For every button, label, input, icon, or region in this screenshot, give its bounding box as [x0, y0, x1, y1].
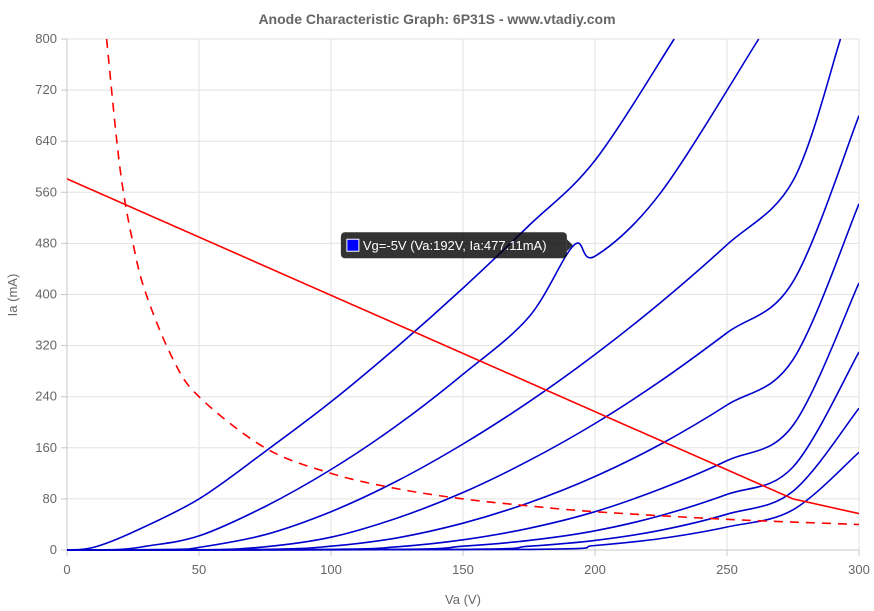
x-axis-title: Va (V) — [445, 592, 481, 607]
series-line-2 — [67, 38, 842, 551]
y-tick-label: 480 — [35, 235, 57, 250]
x-tick-label: 100 — [320, 562, 342, 577]
x-tick-label: 150 — [452, 562, 474, 577]
x-tick-label: 50 — [192, 562, 206, 577]
y-tick-label: 80 — [43, 491, 57, 506]
series-layer — [67, 38, 859, 551]
series-line-8 — [67, 451, 859, 551]
x-tick-label: 0 — [63, 562, 70, 577]
y-tick-label: 560 — [35, 184, 57, 199]
y-tick-label: 320 — [35, 338, 57, 353]
series-line-0 — [67, 38, 675, 551]
x-tick-label: 200 — [584, 562, 606, 577]
x-tick-label: 250 — [716, 562, 738, 577]
y-tick-label: 240 — [35, 389, 57, 404]
tooltip: Vg=-5V (Va:192V, Ia:477.11mA) — [340, 232, 573, 259]
tooltip-swatch — [346, 238, 360, 252]
chart-title: Anode Characteristic Graph: 6P31S - www.… — [258, 11, 615, 27]
tooltip-arrow — [566, 239, 573, 252]
y-axis-title: Ia (mA) — [5, 274, 20, 317]
series-line-9 — [67, 178, 859, 515]
y-tick-label: 640 — [35, 133, 57, 148]
x-tick-label: 300 — [848, 562, 870, 577]
series-line-3 — [67, 115, 859, 551]
series-line-1 — [67, 38, 760, 551]
tooltip-box — [340, 232, 567, 259]
series-line-10 — [105, 38, 859, 526]
tick-labels: 0 80 160 240 320 400 480 560 640 720 800 0 50 100 150 2… — [35, 31, 870, 577]
axes — [61, 38, 860, 556]
y-tick-label: 400 — [35, 287, 57, 302]
grid — [67, 38, 860, 550]
y-tick-label: 800 — [35, 31, 57, 46]
y-tick-label: 0 — [50, 542, 57, 557]
y-tick-label: 720 — [35, 82, 57, 97]
y-tick-label: 160 — [35, 440, 57, 455]
tooltip-text: Vg=-5V (Va:192V, Ia:477.11mA) — [363, 238, 547, 253]
